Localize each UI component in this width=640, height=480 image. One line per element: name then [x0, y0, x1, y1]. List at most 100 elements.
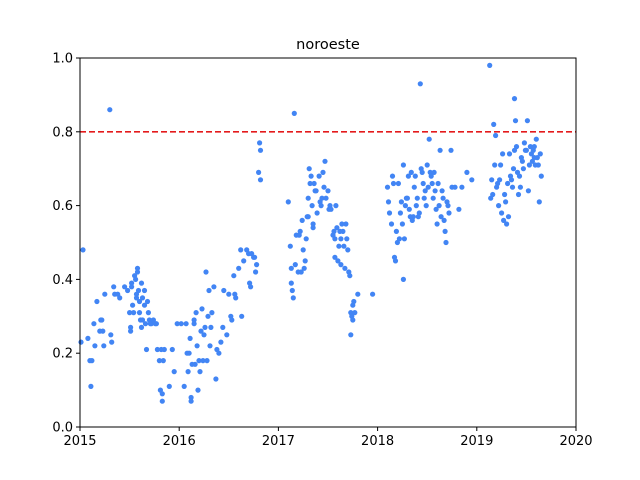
data-point — [193, 310, 199, 316]
data-point — [291, 110, 297, 116]
data-point — [141, 287, 148, 294]
data-point — [314, 210, 320, 216]
data-point — [370, 291, 376, 297]
data-point — [299, 217, 305, 223]
data-point — [441, 217, 447, 223]
data-point — [161, 346, 167, 353]
data-point — [437, 147, 443, 153]
points-layer — [78, 62, 544, 404]
data-point — [117, 295, 123, 301]
data-point — [107, 107, 113, 113]
data-point — [257, 140, 263, 146]
data-point — [440, 195, 446, 201]
data-point — [388, 221, 395, 227]
data-point — [134, 269, 141, 275]
data-point — [517, 184, 524, 190]
data-point — [331, 228, 337, 234]
data-point — [202, 324, 208, 330]
y-tick-label: 1.0 — [52, 52, 73, 67]
data-point — [430, 195, 436, 201]
data-point — [236, 265, 242, 271]
data-point — [493, 132, 499, 139]
data-point — [196, 358, 202, 364]
data-point — [201, 332, 207, 338]
chart-title: noroeste — [296, 37, 360, 53]
data-point — [204, 358, 210, 364]
data-point — [192, 361, 198, 367]
data-point — [159, 391, 165, 397]
data-point — [404, 195, 410, 201]
data-point — [509, 184, 516, 190]
data-point — [186, 350, 192, 356]
data-point — [252, 254, 258, 260]
data-point — [506, 151, 513, 157]
data-point — [188, 398, 194, 404]
data-point — [501, 217, 507, 223]
data-point — [538, 173, 544, 179]
data-point — [287, 243, 293, 249]
data-point — [160, 358, 166, 364]
data-point — [510, 166, 517, 172]
data-point — [188, 394, 194, 401]
data-point — [352, 310, 358, 316]
data-point — [402, 203, 408, 209]
data-point — [187, 335, 193, 341]
data-point — [316, 173, 322, 179]
data-point — [423, 203, 429, 209]
data-point — [136, 310, 143, 316]
data-point — [300, 247, 306, 253]
y-tick-label: 0.8 — [52, 125, 73, 140]
data-point — [203, 269, 209, 275]
data-point — [143, 346, 150, 353]
data-point — [523, 147, 530, 153]
y-tick-label: 0.4 — [52, 273, 73, 288]
data-point — [434, 221, 440, 227]
data-point — [395, 180, 401, 187]
data-point — [174, 321, 180, 327]
data-point — [386, 210, 393, 216]
data-point — [290, 295, 296, 301]
data-point — [298, 269, 304, 275]
data-point — [213, 376, 219, 382]
data-point — [351, 298, 357, 305]
data-point — [257, 147, 264, 153]
data-point — [505, 180, 511, 187]
data-point — [436, 203, 442, 209]
data-point — [392, 258, 399, 264]
data-point — [216, 350, 222, 356]
data-point — [491, 121, 497, 127]
data-point — [318, 203, 324, 209]
data-point — [185, 369, 191, 375]
data-point — [406, 206, 412, 212]
data-point — [340, 228, 346, 234]
data-point — [311, 180, 317, 187]
x-tick-label: 2020 — [559, 434, 592, 449]
data-point — [422, 188, 428, 194]
data-point — [508, 177, 515, 183]
data-point — [417, 81, 423, 87]
data-point — [205, 313, 211, 319]
data-point — [425, 184, 431, 190]
data-point — [469, 177, 475, 183]
data-point — [308, 173, 314, 179]
x-tick-label: 2019 — [460, 434, 493, 449]
data-point — [231, 273, 237, 279]
data-point — [348, 332, 354, 338]
data-point — [135, 287, 142, 294]
data-point — [416, 210, 422, 216]
data-point — [313, 188, 319, 194]
data-point — [241, 258, 247, 264]
data-point — [524, 118, 531, 124]
data-point — [408, 169, 414, 175]
y-tick-label: 0.0 — [52, 421, 73, 436]
data-point — [292, 262, 298, 268]
data-point — [429, 180, 435, 187]
data-point — [519, 158, 526, 164]
data-point — [433, 206, 439, 212]
data-point — [191, 317, 197, 323]
data-point — [142, 321, 149, 327]
data-point — [428, 173, 434, 179]
data-point — [305, 195, 311, 201]
